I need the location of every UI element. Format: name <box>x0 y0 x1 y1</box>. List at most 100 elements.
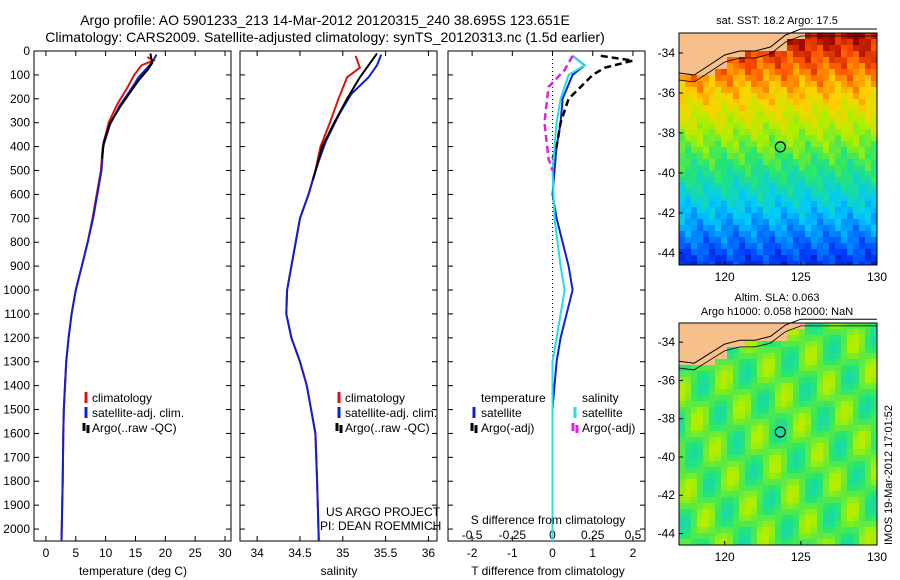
map-cell <box>781 365 787 371</box>
map-cell <box>733 249 739 255</box>
map-cell <box>817 69 823 75</box>
map-cell <box>817 261 823 265</box>
map-cell <box>793 443 799 449</box>
map-cell <box>847 111 853 117</box>
map-cell <box>781 431 787 437</box>
map-cell <box>691 111 697 117</box>
map-cell <box>835 243 841 249</box>
map-cell <box>775 497 781 503</box>
x-tick-label: 34.5 <box>288 546 312 560</box>
map-cell <box>733 243 739 249</box>
map-cell <box>769 413 775 419</box>
map-cell <box>847 75 853 81</box>
map-cell <box>823 431 829 437</box>
map-cell <box>721 335 727 341</box>
map-cell <box>709 153 715 159</box>
map-cell <box>757 177 763 183</box>
map-cell <box>721 147 727 153</box>
map-cell <box>811 521 817 527</box>
map-cell <box>823 183 829 189</box>
legend-label-sat: satellite-adj. clim. <box>345 406 437 420</box>
map-cell <box>745 219 751 225</box>
map-cell <box>841 479 847 485</box>
map-cell <box>679 213 685 219</box>
map-cell <box>763 365 769 371</box>
map-cell <box>793 219 799 225</box>
map-cell <box>751 425 757 431</box>
map-cell <box>721 105 727 111</box>
map-cell <box>787 383 793 389</box>
map-cell <box>745 147 751 153</box>
map-cell <box>871 365 877 371</box>
map-cell <box>733 165 739 171</box>
map-cell <box>805 461 811 467</box>
map-cell <box>745 449 751 455</box>
map-cell <box>745 329 751 335</box>
map-cell <box>709 135 715 141</box>
map-cell <box>787 81 793 87</box>
map-cell <box>865 515 871 521</box>
map-cell <box>853 99 859 105</box>
lon-label: 120 <box>715 270 735 284</box>
map-cell <box>721 431 727 437</box>
map-cell <box>823 491 829 497</box>
map-cell <box>823 485 829 491</box>
map-cell <box>829 105 835 111</box>
map-cell <box>739 237 745 243</box>
map-cell <box>835 449 841 455</box>
map-cell <box>835 255 841 261</box>
map-cell <box>799 407 805 413</box>
map-cell <box>853 425 859 431</box>
map-cell <box>823 153 829 159</box>
map-cell <box>871 123 877 129</box>
plot-frame <box>447 50 646 542</box>
map-cell <box>703 123 709 129</box>
map-cell <box>733 57 739 63</box>
map-cell <box>835 45 841 51</box>
map-cell <box>685 329 691 335</box>
map-cell <box>769 449 775 455</box>
map-cell <box>847 461 853 467</box>
map-cell <box>781 473 787 479</box>
map-cell <box>691 69 697 75</box>
map-cell <box>769 431 775 437</box>
map-cell <box>841 335 847 341</box>
map-cell <box>775 231 781 237</box>
map-cell <box>829 99 835 105</box>
map-cell <box>829 141 835 147</box>
map-cell <box>721 117 727 123</box>
map-cell <box>865 153 871 159</box>
y-tick-label: 0 <box>23 44 30 58</box>
map-cell <box>739 401 745 407</box>
map-cell <box>721 81 727 87</box>
map-cell <box>799 171 805 177</box>
map-cell <box>865 359 871 365</box>
map-cell <box>781 509 787 515</box>
map-cell <box>841 129 847 135</box>
map-cell <box>751 57 757 63</box>
map-cell <box>763 189 769 195</box>
map-cell <box>709 183 715 189</box>
map-cell <box>811 201 817 207</box>
map-cell <box>679 195 685 201</box>
map-cell <box>847 45 853 51</box>
map-cell <box>793 105 799 111</box>
map-cell <box>805 377 811 383</box>
map-cell <box>799 503 805 509</box>
map-cell <box>697 183 703 189</box>
map-cell <box>859 231 865 237</box>
map-cell <box>781 81 787 87</box>
map-cell <box>721 413 727 419</box>
map-cell <box>751 39 757 45</box>
map-cell <box>817 195 823 201</box>
map-cell <box>769 201 775 207</box>
map-cell <box>745 255 751 261</box>
map-cell <box>709 51 715 57</box>
map-cell <box>703 63 709 69</box>
map-cell <box>787 329 793 335</box>
map-cell <box>709 371 715 377</box>
map-cell <box>739 183 745 189</box>
map-cell <box>679 455 685 461</box>
map-cell <box>865 147 871 153</box>
map-cell <box>703 213 709 219</box>
